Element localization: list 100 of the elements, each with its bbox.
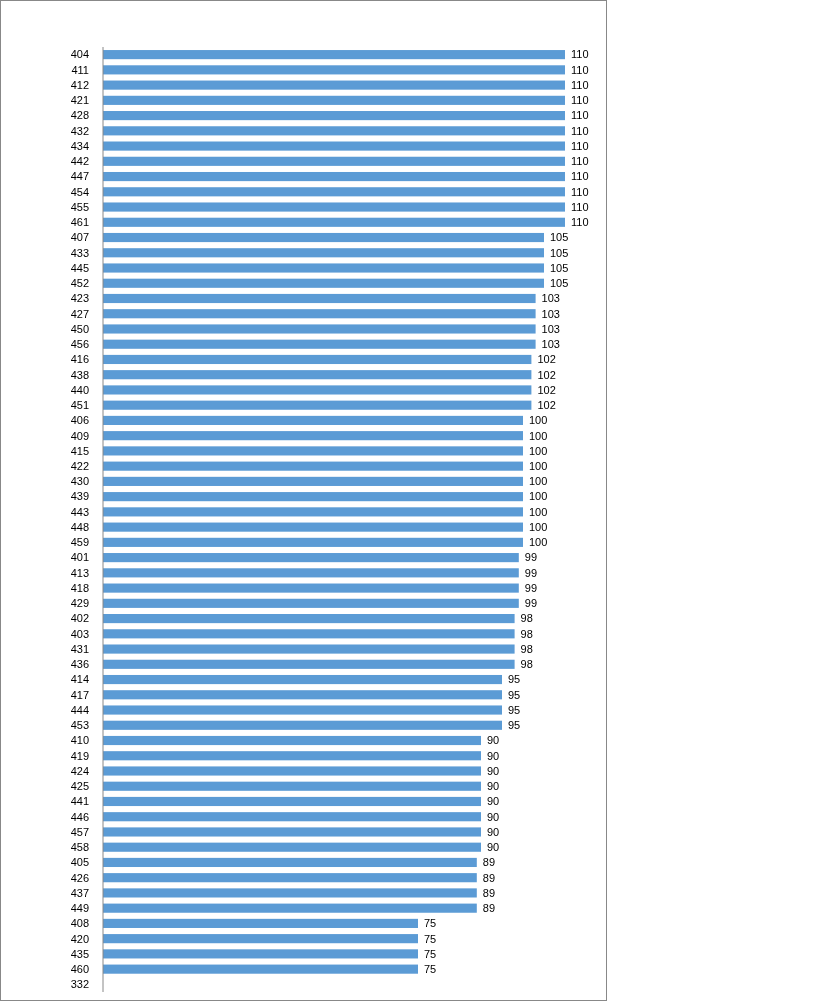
y-tick-label: 430 — [70, 475, 89, 488]
bar — [103, 339, 536, 349]
data-label: 110 — [571, 155, 589, 168]
bar — [103, 171, 565, 182]
bar — [103, 248, 544, 258]
bar — [103, 385, 532, 395]
data-label: 89 — [482, 856, 496, 869]
data-label: 75 — [424, 947, 437, 960]
bar — [103, 187, 565, 197]
bar — [103, 492, 523, 502]
y-tick-label: 461 — [70, 216, 89, 229]
data-label: 100 — [529, 520, 548, 533]
data-label: 98 — [520, 627, 533, 640]
data-label: 103 — [541, 322, 560, 335]
y-tick-label: 456 — [70, 338, 89, 351]
bar — [103, 293, 536, 304]
y-tick-label: 445 — [70, 261, 89, 274]
y-tick-label: 422 — [70, 460, 89, 472]
data-label: 98 — [520, 612, 533, 625]
data-label: 100 — [529, 429, 548, 442]
data-label: 100 — [529, 536, 548, 549]
bar — [103, 659, 515, 669]
y-tick-label: 443 — [70, 505, 89, 518]
y-tick-label: 448 — [70, 520, 89, 533]
bar — [103, 415, 523, 425]
data-label: 95 — [508, 673, 521, 686]
data-label: 95 — [508, 688, 521, 701]
bar — [103, 857, 477, 868]
bar — [103, 80, 565, 90]
y-tick-label: 406 — [70, 414, 89, 427]
data-label: 100 — [529, 414, 548, 427]
data-label: 105 — [550, 246, 569, 259]
bar — [103, 553, 519, 563]
data-label: 110 — [571, 63, 589, 76]
y-tick-label: 433 — [70, 246, 89, 259]
bar — [103, 690, 502, 700]
bar — [103, 50, 565, 60]
data-label: 89 — [482, 902, 496, 915]
bar — [103, 156, 565, 166]
y-tick-label: 424 — [70, 764, 89, 777]
y-tick-label: 401 — [70, 551, 89, 564]
data-label: 89 — [482, 886, 496, 899]
data-label: 99 — [524, 551, 538, 564]
bar — [103, 370, 532, 380]
bar — [103, 278, 544, 288]
data-label: 103 — [541, 292, 560, 305]
data-label: 99 — [524, 566, 538, 579]
y-tick-label: 404 — [70, 48, 89, 61]
y-tick-label: 421 — [70, 94, 89, 107]
bar — [103, 232, 544, 243]
y-tick-label: 434 — [70, 139, 89, 152]
y-tick-label: 429 — [70, 597, 89, 610]
y-tick-label: 437 — [70, 886, 89, 899]
bar — [103, 537, 523, 547]
data-label: 100 — [529, 505, 548, 518]
bar — [103, 781, 481, 791]
y-tick-label: 459 — [70, 536, 89, 549]
data-label: 100 — [529, 490, 548, 503]
y-tick-label: 457 — [70, 825, 89, 838]
data-label: 102 — [537, 399, 556, 412]
y-tick-label: 451 — [70, 399, 89, 412]
bar — [103, 126, 565, 136]
bar — [103, 446, 523, 456]
data-label: 110 — [571, 78, 589, 91]
data-label: 110 — [571, 48, 589, 61]
data-label: 90 — [487, 795, 500, 808]
y-tick-label: 446 — [70, 810, 89, 823]
data-label: 90 — [487, 841, 500, 854]
bar — [103, 507, 523, 517]
data-label: 110 — [571, 139, 589, 152]
bar — [103, 827, 481, 837]
data-label: 100 — [529, 475, 548, 488]
y-tick-label: 413 — [70, 566, 89, 579]
data-label: 110 — [571, 170, 589, 183]
data-label: 110 — [571, 200, 589, 213]
y-tick-label: 440 — [70, 383, 89, 396]
y-tick-label: 441 — [70, 795, 89, 808]
data-label: 90 — [487, 764, 500, 777]
data-label: 95 — [508, 703, 521, 716]
y-tick-label: 436 — [70, 658, 89, 671]
data-label: 110 — [571, 216, 589, 229]
bar — [103, 141, 565, 151]
y-tick-label: 407 — [70, 231, 89, 244]
data-label: 90 — [487, 810, 500, 823]
bar — [103, 644, 515, 654]
y-tick-label: 460 — [70, 962, 89, 975]
bar — [103, 354, 532, 365]
bar — [103, 796, 481, 807]
y-tick-label: 417 — [70, 688, 89, 701]
y-tick-label: 439 — [70, 490, 89, 503]
bar — [103, 461, 523, 471]
bar — [103, 766, 481, 776]
data-label: 75 — [424, 962, 437, 975]
bar — [103, 522, 523, 532]
data-label: 90 — [487, 734, 500, 747]
bar — [103, 903, 477, 913]
data-label: 110 — [571, 109, 589, 122]
data-label: 105 — [550, 231, 569, 244]
bar — [103, 720, 502, 730]
y-tick-label: 414 — [70, 673, 89, 686]
